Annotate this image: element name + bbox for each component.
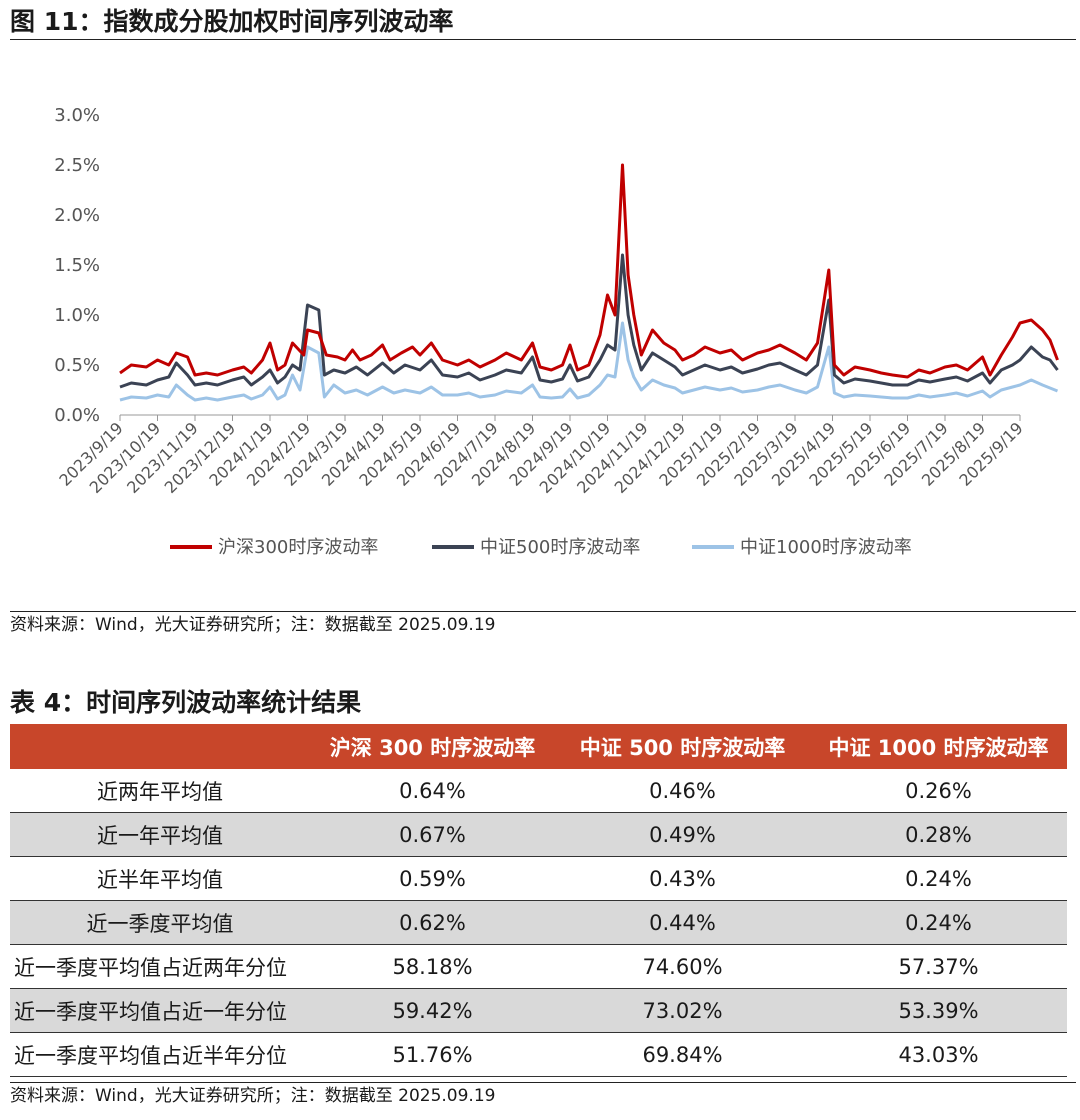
series-line: [119, 253, 1059, 389]
table-cell: 0.49%: [555, 812, 810, 857]
legend-label: 中证500时序波动率: [480, 537, 640, 558]
table-cell: 43.03%: [810, 1032, 1067, 1077]
y-tick-label: 0.0%: [54, 405, 100, 426]
stats-table-wrapper: 沪深 300 时序波动率 中证 500 时序波动率 中证 1000 时序波动率 …: [10, 724, 1067, 1077]
header-cell: 沪深 300 时序波动率: [310, 724, 555, 769]
header-cell: 中证 1000 时序波动率: [810, 724, 1067, 769]
table-row: 近一季度平均值占近半年分位 51.76% 69.84% 43.03%: [10, 1032, 1067, 1077]
table-cell: 0.26%: [810, 769, 1067, 813]
table-cell: 69.84%: [555, 1032, 810, 1077]
y-tick-label: 1.5%: [54, 255, 100, 276]
legend-label: 中证1000时序波动率: [740, 537, 912, 558]
table-cell: 74.60%: [555, 944, 810, 989]
table-cell: 57.37%: [810, 944, 1067, 989]
table-row: 近半年平均值 0.59% 0.43% 0.24%: [10, 856, 1067, 901]
legend-label: 沪深300时序波动率: [218, 537, 378, 558]
legend: 沪深300时序波动率 中证500时序波动率 中证1000时序波动率: [170, 537, 912, 558]
table-cell: 53.39%: [810, 988, 1067, 1033]
table-cell: 0.46%: [555, 769, 810, 813]
table-cell: 0.43%: [555, 856, 810, 901]
table-header-row: 沪深 300 时序波动率 中证 500 时序波动率 中证 1000 时序波动率: [10, 724, 1067, 769]
y-tick-label: 3.0%: [54, 105, 100, 126]
row-label: 近一年平均值: [10, 812, 310, 857]
table-row: 近两年平均值 0.64% 0.46% 0.26%: [10, 769, 1067, 813]
table-row: 近一季度平均值 0.62% 0.44% 0.24%: [10, 900, 1067, 945]
y-tick-label: 0.5%: [54, 355, 100, 376]
table-cell: 0.24%: [810, 856, 1067, 901]
stats-table: 沪深 300 时序波动率 中证 500 时序波动率 中证 1000 时序波动率 …: [10, 724, 1067, 1077]
table-cell: 0.24%: [810, 900, 1067, 945]
series-line: [119, 321, 1059, 402]
table-cell: 0.59%: [310, 856, 555, 901]
series-line: [119, 163, 1059, 379]
row-label: 近半年平均值: [10, 856, 310, 901]
table-cell: 0.62%: [310, 900, 555, 945]
table-cell: 0.64%: [310, 769, 555, 813]
table-cell: 73.02%: [555, 988, 810, 1033]
table-cell: 59.42%: [310, 988, 555, 1033]
table-cell: 0.67%: [310, 812, 555, 857]
table-cell: 51.76%: [310, 1032, 555, 1077]
y-tick-label: 2.5%: [54, 155, 100, 176]
table-title: 表 4：时间序列波动率统计结果: [10, 688, 362, 717]
series-lines: [119, 163, 1059, 402]
volatility-line-chart: 0.0% 0.5% 1.0% 1.5% 2.0% 2.5% 3.0% 2023/9/1920…: [54, 105, 1059, 558]
row-label: 近两年平均值: [10, 769, 310, 813]
row-label: 近一季度平均值占近两年分位: [10, 944, 310, 989]
header-cell: 中证 500 时序波动率: [555, 724, 810, 769]
y-axis: 0.0% 0.5% 1.0% 1.5% 2.0% 2.5% 3.0%: [54, 105, 100, 426]
header-cell: [10, 724, 310, 769]
table-row: 近一季度平均值占近一年分位 59.42% 73.02% 53.39%: [10, 988, 1067, 1033]
table-row: 近一季度平均值占近两年分位 58.18% 74.60% 57.37%: [10, 944, 1067, 989]
figure-source-note: 资料来源：Wind，光大证券研究所；注：数据截至 2025.09.19: [10, 611, 1076, 638]
y-tick-label: 1.0%: [54, 305, 100, 326]
table-cell: 0.28%: [810, 812, 1067, 857]
row-label: 近一季度平均值: [10, 900, 310, 945]
row-label: 近一季度平均值占近一年分位: [10, 988, 310, 1033]
figure-title: 图 11：指数成分股加权时间序列波动率: [10, 4, 1076, 40]
table-cell: 0.44%: [555, 900, 810, 945]
row-label: 近一季度平均值占近半年分位: [10, 1032, 310, 1077]
y-tick-label: 2.0%: [54, 205, 100, 226]
table-source-note: 资料来源：Wind，光大证券研究所；注：数据截至 2025.09.19: [10, 1082, 1076, 1109]
table-cell: 58.18%: [310, 944, 555, 989]
table-row: 近一年平均值 0.67% 0.49% 0.28%: [10, 812, 1067, 857]
x-axis: 2023/9/192023/10/192023/11/192023/12/192…: [55, 414, 1027, 497]
